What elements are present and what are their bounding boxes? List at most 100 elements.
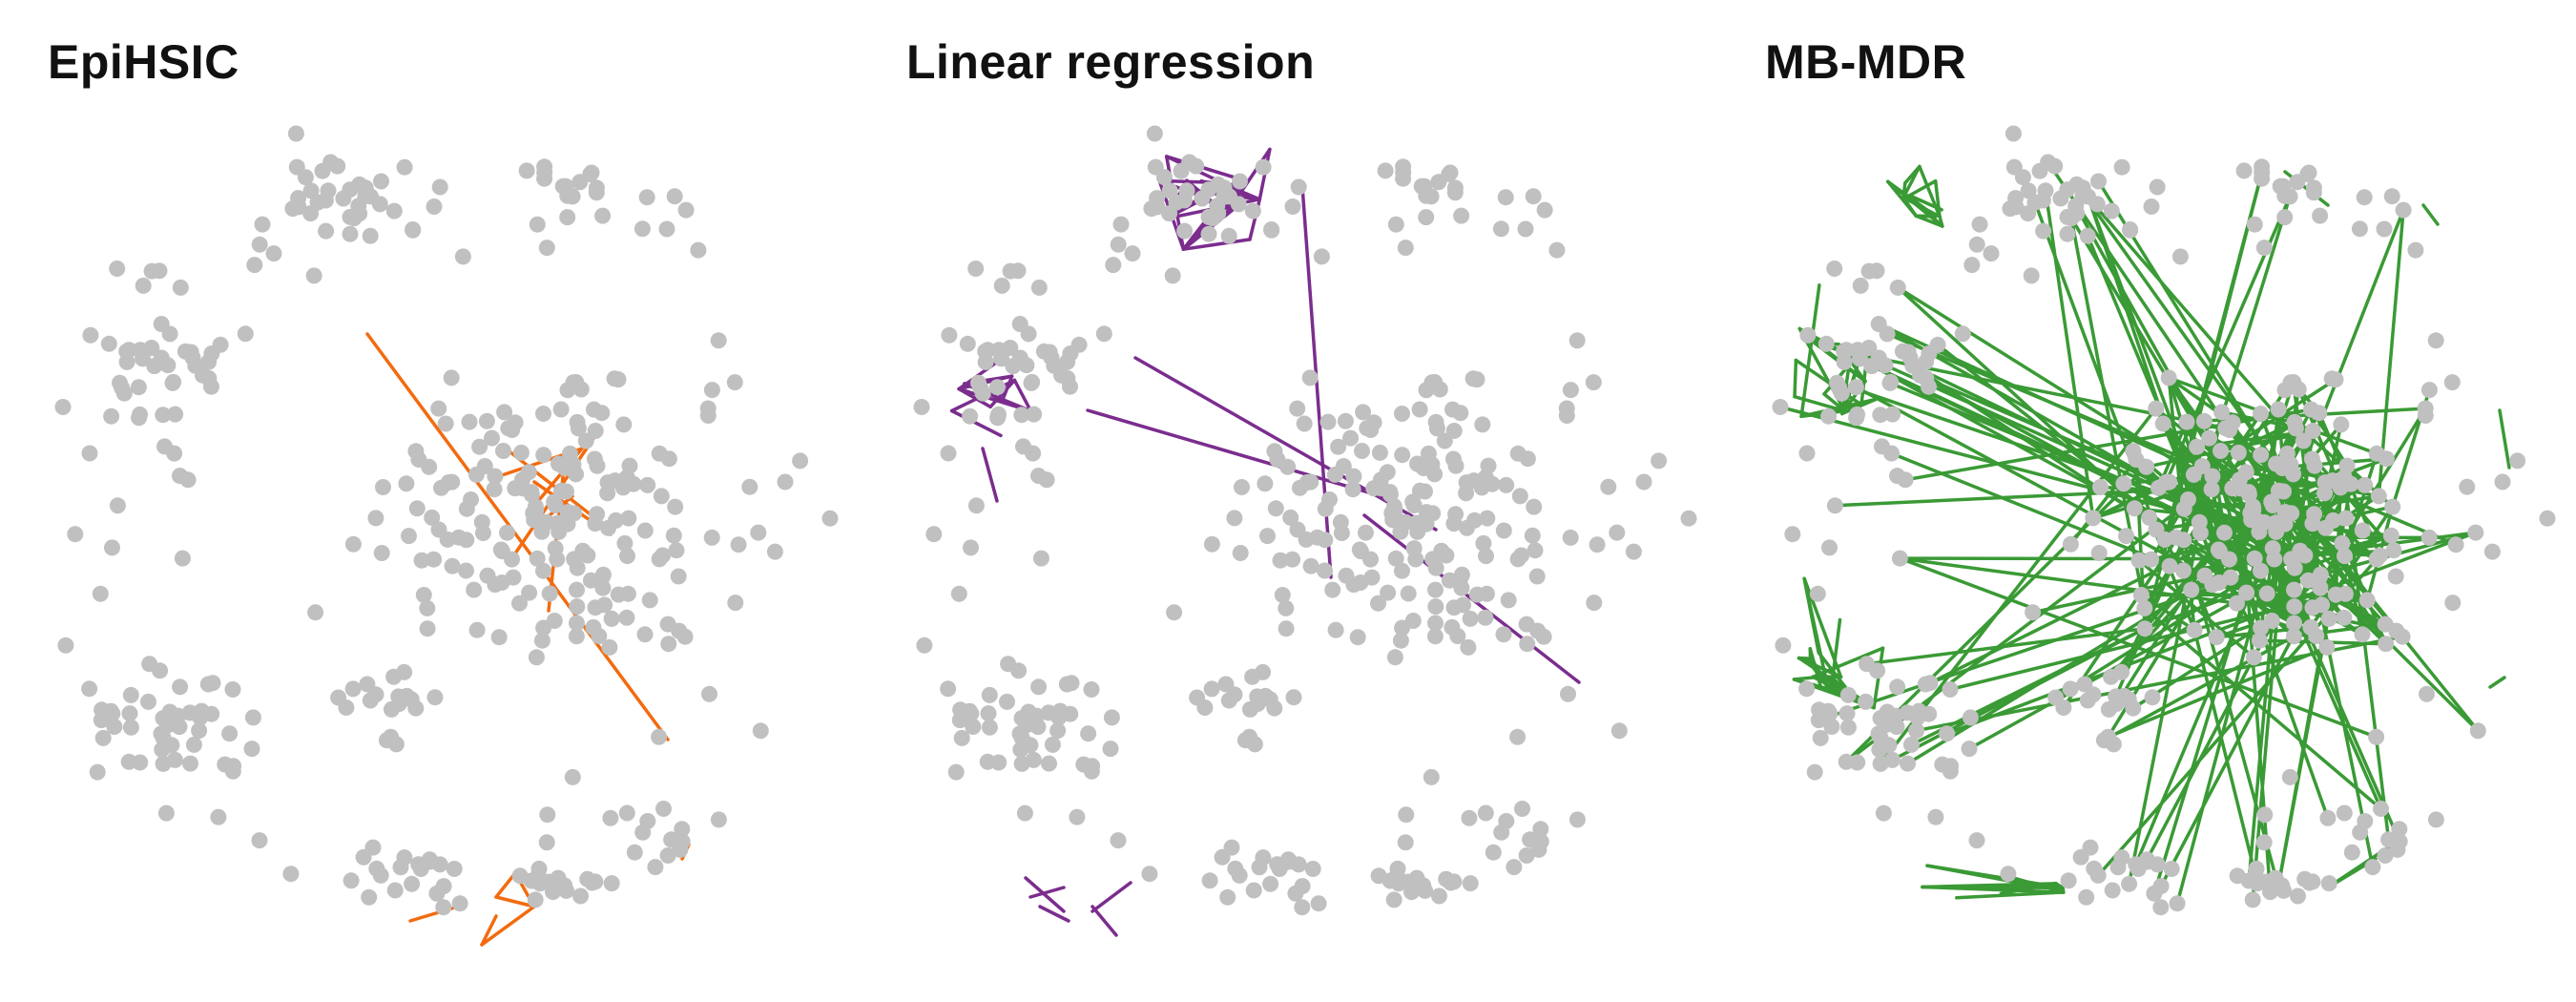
- node: [172, 468, 188, 485]
- node: [237, 325, 254, 343]
- node: [603, 610, 620, 627]
- network-plot: [1772, 125, 2556, 916]
- node: [1500, 592, 1517, 609]
- node: [2118, 528, 2134, 545]
- node: [1511, 488, 1528, 505]
- node: [1525, 188, 1542, 205]
- edge: [1181, 238, 1252, 251]
- node: [1249, 688, 1266, 705]
- node: [1269, 856, 1286, 873]
- node: [159, 357, 177, 374]
- node: [1610, 722, 1628, 740]
- node: [1302, 557, 1319, 574]
- node: [967, 261, 985, 277]
- node: [1983, 245, 2000, 262]
- node: [471, 438, 488, 455]
- node: [1680, 510, 1697, 527]
- node: [549, 551, 566, 568]
- node: [424, 509, 441, 526]
- node: [1370, 595, 1386, 612]
- node: [2230, 444, 2247, 461]
- node: [1963, 257, 1981, 274]
- node: [2201, 429, 2217, 447]
- node: [200, 370, 218, 386]
- node: [363, 188, 379, 205]
- node: [1397, 834, 1414, 851]
- node: [419, 620, 436, 637]
- node: [1342, 429, 1359, 447]
- node: [1221, 188, 1237, 205]
- node: [1820, 407, 1838, 425]
- node: [2163, 861, 2180, 877]
- node: [2368, 445, 2385, 462]
- node: [474, 525, 491, 541]
- node: [528, 502, 545, 518]
- node: [2232, 480, 2249, 497]
- node: [565, 456, 582, 473]
- node: [2337, 548, 2353, 565]
- node: [155, 710, 172, 727]
- node: [1289, 400, 1306, 417]
- node: [254, 216, 271, 233]
- node: [2185, 466, 2202, 483]
- node: [2136, 620, 2153, 637]
- node: [1274, 587, 1291, 603]
- node: [616, 534, 634, 552]
- node: [1902, 736, 1920, 753]
- node: [1445, 599, 1463, 616]
- node: [1445, 423, 1463, 439]
- edge: [981, 447, 999, 503]
- node: [2377, 847, 2394, 864]
- node: [2115, 475, 2132, 492]
- node: [2256, 806, 2274, 824]
- node: [351, 205, 368, 222]
- node: [1968, 832, 1985, 849]
- node: [2447, 536, 2464, 553]
- node: [2082, 839, 2099, 856]
- node: [342, 225, 359, 242]
- node: [2336, 804, 2353, 822]
- node: [1354, 443, 1370, 459]
- node: [1519, 636, 1536, 653]
- node: [1310, 895, 1327, 912]
- node: [1921, 705, 1938, 722]
- node: [2281, 768, 2298, 785]
- node: [1030, 279, 1048, 296]
- node: [552, 401, 570, 418]
- node: [1266, 699, 1283, 717]
- node: [2318, 638, 2336, 656]
- node: [361, 888, 378, 906]
- node: [1625, 543, 1642, 560]
- panel-title: Linear regression: [906, 35, 1316, 89]
- node: [569, 598, 586, 616]
- node: [634, 220, 651, 238]
- node: [385, 202, 403, 219]
- node: [1847, 379, 1864, 396]
- node: [533, 632, 551, 649]
- edge: [1792, 675, 1824, 681]
- network-plot: [913, 125, 1697, 937]
- node: [1351, 541, 1368, 558]
- node: [2378, 636, 2395, 653]
- edge: [2291, 472, 2375, 869]
- node: [153, 316, 170, 332]
- node: [554, 177, 571, 195]
- node: [1400, 585, 1417, 602]
- node: [1245, 882, 1262, 899]
- node: [1427, 615, 1444, 632]
- node: [913, 399, 930, 415]
- node: [1586, 595, 1603, 612]
- edge: [1164, 155, 1246, 182]
- node: [172, 678, 189, 696]
- node: [1095, 325, 1112, 343]
- node: [2384, 498, 2401, 515]
- node: [1146, 125, 1163, 142]
- node: [2336, 609, 2353, 626]
- node: [641, 592, 658, 609]
- node: [2136, 599, 2153, 616]
- node: [1201, 872, 1218, 889]
- node: [1080, 725, 1097, 742]
- node: [307, 604, 324, 621]
- node: [1394, 406, 1410, 422]
- node: [658, 220, 675, 238]
